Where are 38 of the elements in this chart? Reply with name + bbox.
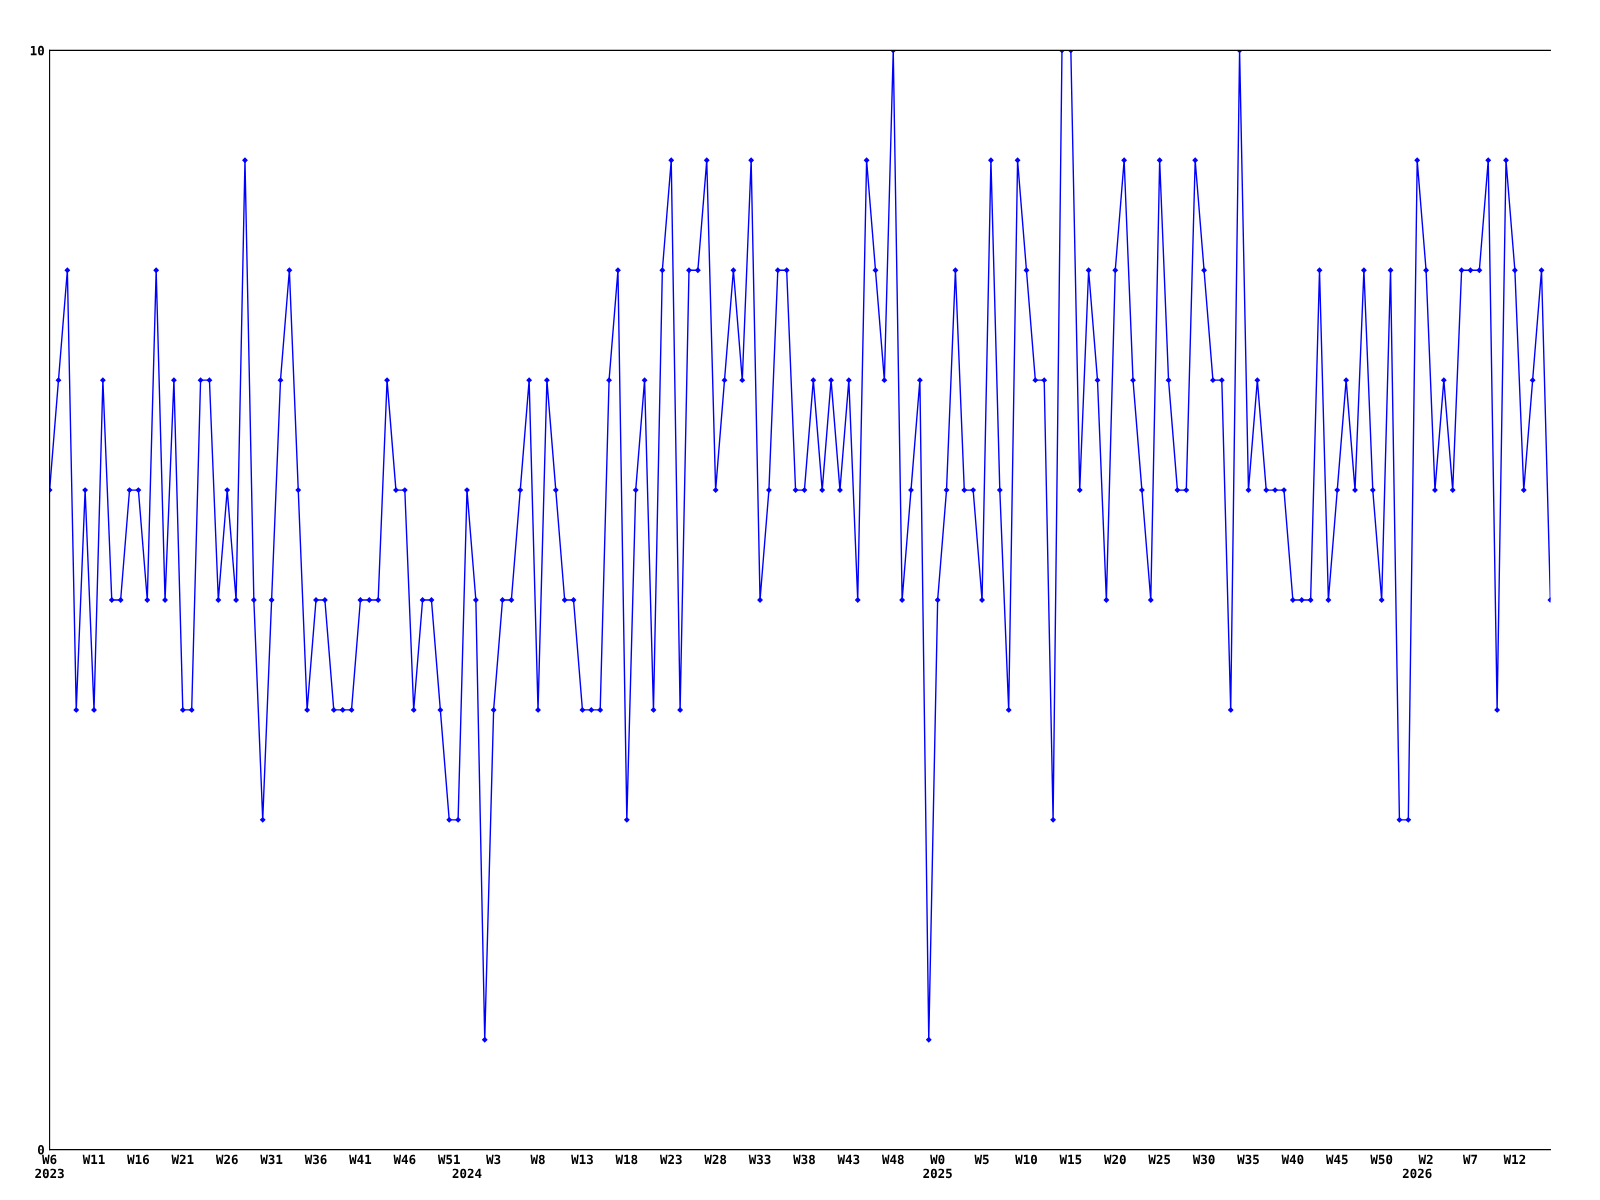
x-tick-label: W51 — [437, 1154, 460, 1165]
x-tick-label: W46 — [393, 1154, 416, 1165]
x-tick-label: W6 2023 — [35, 1154, 64, 1179]
x-tick-label: W21 — [171, 1154, 194, 1164]
x-tick-label: W20 — [1103, 1154, 1126, 1165]
x-tick-label: W31 — [260, 1154, 283, 1165]
x-tick-label: W3 — [486, 1154, 501, 1165]
x-tick-label: W25 — [1148, 1154, 1171, 1165]
x-tick-label: W43 — [837, 1154, 860, 1165]
x-tick-label: 2024 — [452, 1168, 482, 1179]
y-tick-label: 0 — [37, 1145, 44, 1155]
x-tick-label: W41 — [349, 1154, 372, 1164]
x-tick-label: W10 — [1015, 1154, 1037, 1165]
x-tick-label: W12 — [1503, 1154, 1526, 1164]
x-tick-label: W5 — [974, 1154, 989, 1165]
x-tick-label: W30 — [1192, 1154, 1215, 1165]
x-tick-label: W40 — [1281, 1154, 1304, 1165]
y-tick-label: 10 — [30, 45, 44, 56]
x-tick-label: W16 — [127, 1154, 150, 1165]
x-tick-label: W35 — [1237, 1154, 1259, 1165]
x-tick-label: W33 — [748, 1154, 771, 1165]
x-tick-label: W18 — [615, 1154, 638, 1165]
x-tick-label: W8 — [530, 1154, 545, 1165]
x-tick-label: W15 — [1059, 1154, 1082, 1165]
x-tick-label: W38 — [793, 1154, 815, 1165]
x-tick-label: W50 — [1370, 1154, 1393, 1165]
x-tick-label: W23 — [659, 1154, 682, 1165]
x-tick-label: 2026 — [1402, 1168, 1432, 1179]
x-tick-label: W45 — [1325, 1154, 1348, 1165]
x-tick-label: W11 — [82, 1154, 105, 1164]
x-tick-label: W0 2025 — [923, 1154, 952, 1179]
x-tick-label: W2 — [1418, 1154, 1433, 1164]
x-tick-label: W13 — [571, 1154, 593, 1165]
x-tick-label: W48 — [881, 1154, 904, 1165]
x-tick-label: W7 — [1462, 1154, 1478, 1164]
x-tick-label: W26 — [215, 1154, 238, 1165]
x-tick-label: W28 — [704, 1154, 727, 1165]
x-tick-label: W36 — [304, 1154, 327, 1165]
